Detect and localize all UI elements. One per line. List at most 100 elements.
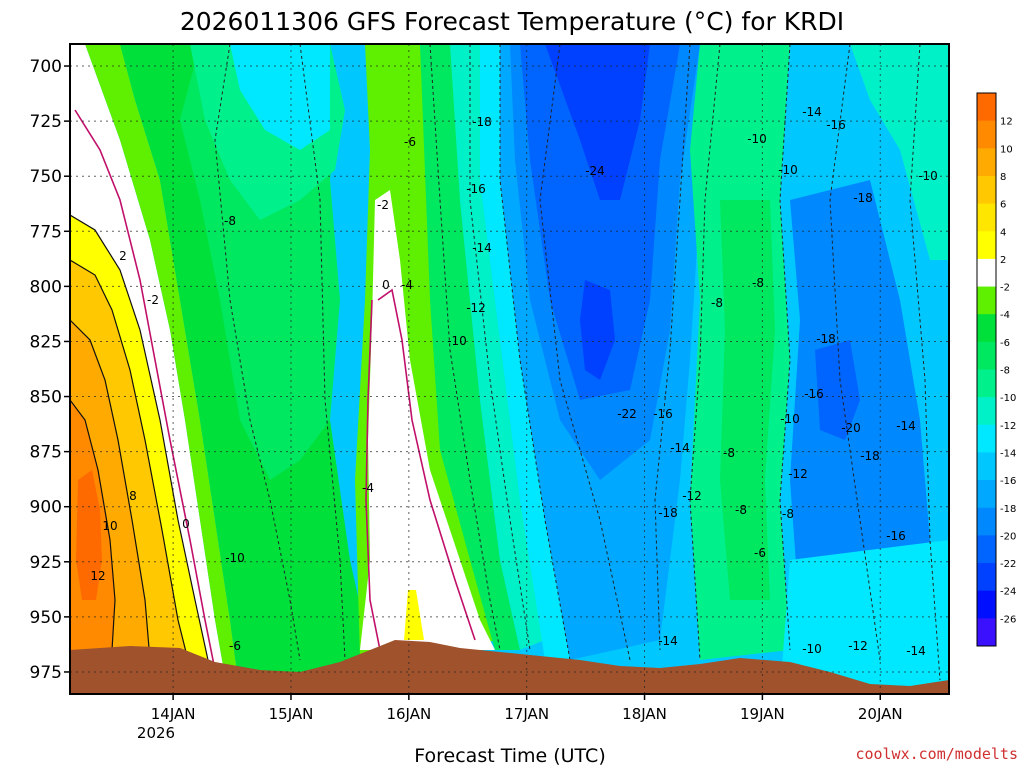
x-tick-label: 16JAN	[386, 705, 431, 723]
field-band-green-left	[70, 44, 240, 694]
colorbar-tick-label: 10	[1000, 144, 1013, 155]
contour-label: -4	[362, 481, 374, 495]
contour-label: -14	[670, 441, 690, 455]
contour-label: -14	[906, 644, 926, 658]
y-tick-label: 825	[30, 332, 62, 352]
contour-label: -12	[848, 639, 868, 653]
colorbar: 12 10 8 6 4 2 -2 -4 -6 -8 -10 -12 -14 -16 -18 -20 -22 -24…	[976, 92, 1016, 647]
freezing-line-left	[74, 109, 216, 671]
contour-label: -10	[778, 163, 798, 177]
contour-line	[70, 319, 151, 661]
colorbar-swatch	[977, 93, 996, 122]
y-tick-label: 875	[30, 443, 62, 463]
contour-label: 12	[90, 569, 105, 583]
contour-label: -8	[735, 503, 747, 517]
colorbar-swatch	[977, 618, 996, 647]
colorbar-tick-label: -14	[1000, 448, 1016, 459]
contour-label: -8	[782, 507, 794, 521]
colorbar-tick-label: -22	[1000, 559, 1016, 570]
colorbar-swatch	[977, 369, 996, 398]
x-tick-label: 14JAN	[151, 705, 196, 723]
field-band-blue-3	[520, 44, 680, 400]
contour-label: 10	[102, 519, 117, 533]
contour-label: -12	[682, 489, 702, 503]
contour-label: 0	[382, 278, 390, 292]
contour-label: -22	[617, 407, 637, 421]
colorbar-swatch	[977, 203, 996, 232]
field-band-teal-right	[450, 44, 545, 650]
contour-line	[779, 44, 791, 651]
contour-label: -24	[585, 164, 605, 178]
colorbar-swatch	[977, 480, 996, 509]
colorbar-tick-label: -12	[1000, 421, 1016, 432]
colorbar-swatch	[977, 341, 996, 370]
contour-line	[429, 44, 501, 651]
x-tick-label: 17JAN	[504, 705, 549, 723]
y-tick-label: 800	[30, 277, 62, 297]
x-tick-label: 18JAN	[622, 705, 667, 723]
y-tick-label: 975	[30, 663, 62, 683]
colorbar-tick-label: 4	[1000, 227, 1006, 238]
colorbar-swatch	[977, 590, 996, 619]
field-band-green-19jan-inner	[720, 200, 775, 600]
contour-label: -6	[229, 639, 241, 653]
contour-label: -8	[723, 446, 735, 460]
colorbar-swatch	[977, 452, 996, 481]
contour-label: -14	[658, 634, 678, 648]
contour-line	[829, 44, 881, 661]
terrain	[70, 640, 949, 694]
contour-label: -8	[224, 214, 236, 228]
credit-text: coolwx.com/modelts	[855, 745, 1018, 763]
contour-label: -18	[853, 191, 873, 205]
field-band-cyan-far-right	[850, 44, 949, 260]
contour-label: 8	[129, 489, 137, 503]
contour-label: -6	[404, 135, 416, 149]
contour-label: -16	[804, 387, 824, 401]
field-band-blue-4	[545, 44, 650, 200]
contour-label: -16	[466, 182, 486, 196]
contour-label: -18	[860, 449, 880, 463]
contour-label: -10	[447, 334, 467, 348]
field-band-green-right	[420, 44, 520, 650]
contour-line	[689, 44, 721, 661]
contour-label: -16	[886, 529, 906, 543]
colorbar-tick-label: 12	[1000, 117, 1013, 128]
contour-label: -18	[658, 506, 678, 520]
y-tick-label: 750	[30, 167, 62, 187]
field-band-blue-right	[790, 180, 940, 640]
x-axis: 14JAN 15JAN 16JAN 17JAN 18JAN 19JAN 20JAN	[151, 694, 903, 723]
colorbar-tick-label: -6	[1000, 338, 1010, 349]
x-tick-label: 19JAN	[740, 705, 785, 723]
colorbar-tick-label: 6	[1000, 200, 1006, 211]
colorbar-swatch	[977, 314, 996, 343]
field-band-white-center	[360, 190, 495, 650]
contour-line	[214, 44, 301, 661]
colorbar-swatch	[977, 563, 996, 592]
contour-label: -8	[711, 296, 723, 310]
colorbar-swatch	[977, 258, 996, 288]
contour-label: 0	[182, 517, 190, 531]
contour-label: -2	[147, 293, 159, 307]
contour-label: -18	[472, 115, 492, 129]
contour-line	[70, 399, 116, 651]
contour-label: -14	[896, 419, 916, 433]
colorbar-swatch	[977, 120, 996, 149]
field-band-cyan-bottom-right	[780, 540, 949, 694]
colorbar-tick-label: -8	[1000, 366, 1010, 377]
contour-label: -16	[826, 118, 846, 132]
colorbar-swatch	[977, 397, 996, 426]
field-band-blue-core-right	[815, 340, 860, 440]
colorbar-tick-label: 8	[1000, 172, 1006, 183]
contour-line	[469, 44, 531, 651]
contour-line	[539, 44, 631, 661]
colorbar-swatch	[977, 535, 996, 564]
warm-contours	[70, 214, 209, 661]
colorbar-tick-label: -10	[1000, 393, 1016, 404]
contour-label: -8	[752, 276, 764, 290]
contour-line	[909, 44, 941, 681]
contour-label: -20	[841, 421, 861, 435]
colorbar-swatch	[977, 231, 996, 260]
contour-label: -14	[472, 241, 492, 255]
